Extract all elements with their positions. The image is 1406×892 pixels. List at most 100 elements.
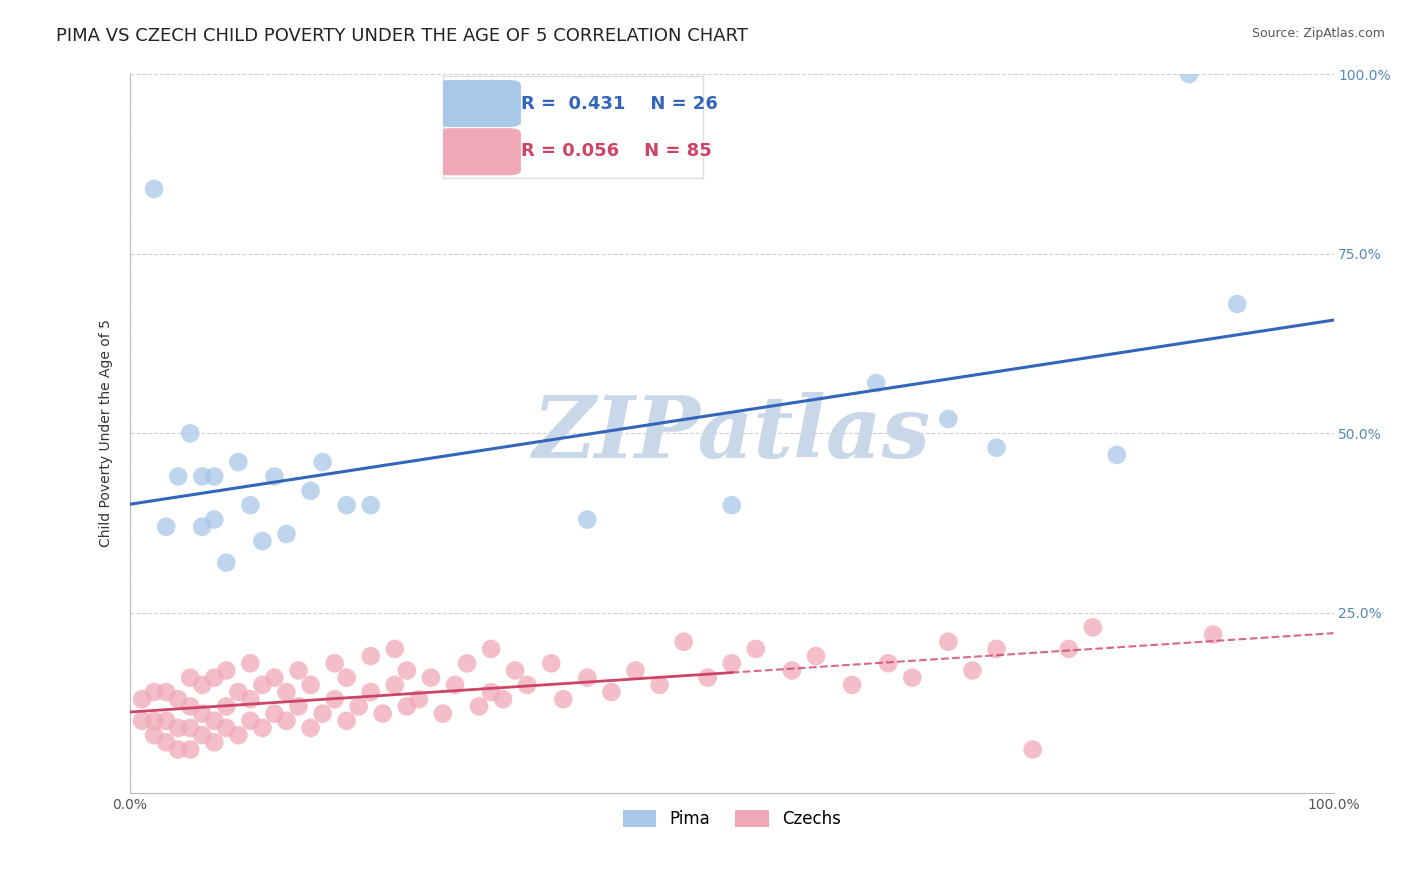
Point (191, 678, 214, 692)
Point (215, 699, 238, 714)
Point (202, 671, 225, 685)
Point (299, 678, 322, 692)
Point (360, 649, 382, 664)
Point (901, 671, 924, 685)
Point (877, 657, 900, 671)
Point (263, 671, 285, 685)
Point (215, 556, 238, 570)
Point (276, 685, 298, 699)
Point (155, 685, 177, 699)
Text: PIMA VS CZECH CHILD POVERTY UNDER THE AGE OF 5 CORRELATION CHART: PIMA VS CZECH CHILD POVERTY UNDER THE AG… (56, 27, 748, 45)
Point (468, 699, 491, 714)
Point (648, 678, 671, 692)
Point (553, 692, 575, 706)
Point (202, 714, 225, 728)
Point (143, 685, 166, 699)
Point (299, 721, 322, 735)
Point (202, 735, 225, 749)
Point (516, 678, 538, 692)
Point (1021, 742, 1043, 756)
Point (179, 426, 201, 441)
Point (432, 706, 454, 721)
Point (143, 182, 166, 196)
Point (191, 728, 214, 742)
Point (179, 742, 201, 756)
Point (479, 641, 502, 656)
Point (1105, 448, 1128, 462)
Point (228, 685, 250, 699)
Point (492, 692, 515, 706)
Point (1081, 620, 1104, 634)
Point (276, 714, 298, 728)
Point (167, 742, 190, 756)
Point (865, 376, 887, 390)
Point (419, 671, 441, 685)
Y-axis label: Child Poverty Under the Age of 5: Child Poverty Under the Age of 5 (100, 319, 114, 548)
Point (395, 664, 418, 678)
Point (167, 692, 190, 706)
Point (131, 714, 153, 728)
Point (311, 455, 333, 469)
Point (143, 728, 166, 742)
Point (444, 678, 467, 692)
Point (202, 469, 225, 483)
Point (576, 512, 599, 526)
Point (252, 534, 274, 549)
Point (239, 692, 262, 706)
Point (336, 498, 359, 512)
Text: R =  0.431    N = 26: R = 0.431 N = 26 (520, 95, 718, 112)
Point (780, 664, 803, 678)
Point (228, 728, 250, 742)
Point (540, 657, 562, 671)
Point (1202, 627, 1225, 641)
Point (336, 671, 359, 685)
Point (252, 678, 274, 692)
Point (986, 441, 1008, 455)
Point (287, 699, 309, 714)
Point (239, 657, 262, 671)
Point (155, 714, 177, 728)
Point (167, 721, 190, 735)
Point (384, 678, 406, 692)
Point (384, 641, 406, 656)
FancyBboxPatch shape (437, 80, 520, 127)
Point (938, 634, 960, 648)
Point (323, 692, 346, 706)
Point (600, 685, 623, 699)
Legend: Pima, Czechs: Pima, Czechs (616, 803, 848, 835)
Point (191, 469, 214, 483)
FancyBboxPatch shape (437, 128, 520, 176)
Point (179, 699, 201, 714)
Point (311, 706, 333, 721)
Point (228, 455, 250, 469)
Point (239, 714, 262, 728)
Point (299, 483, 322, 498)
Point (143, 714, 166, 728)
Point (371, 706, 394, 721)
Point (696, 671, 718, 685)
Point (131, 692, 153, 706)
Text: ZIPatlas: ZIPatlas (533, 392, 931, 475)
Point (395, 699, 418, 714)
Point (841, 678, 863, 692)
Point (323, 657, 346, 671)
Point (503, 664, 526, 678)
Point (456, 657, 478, 671)
Point (360, 685, 382, 699)
Point (962, 664, 984, 678)
Point (179, 671, 201, 685)
Point (347, 699, 370, 714)
Point (986, 641, 1008, 656)
Point (263, 706, 285, 721)
Point (202, 512, 225, 526)
Point (745, 641, 768, 656)
Point (336, 714, 359, 728)
Point (215, 664, 238, 678)
Point (408, 692, 430, 706)
Point (720, 657, 742, 671)
Point (672, 634, 695, 648)
Point (1226, 297, 1249, 311)
Point (576, 671, 599, 685)
Point (276, 527, 298, 541)
Point (239, 498, 262, 512)
